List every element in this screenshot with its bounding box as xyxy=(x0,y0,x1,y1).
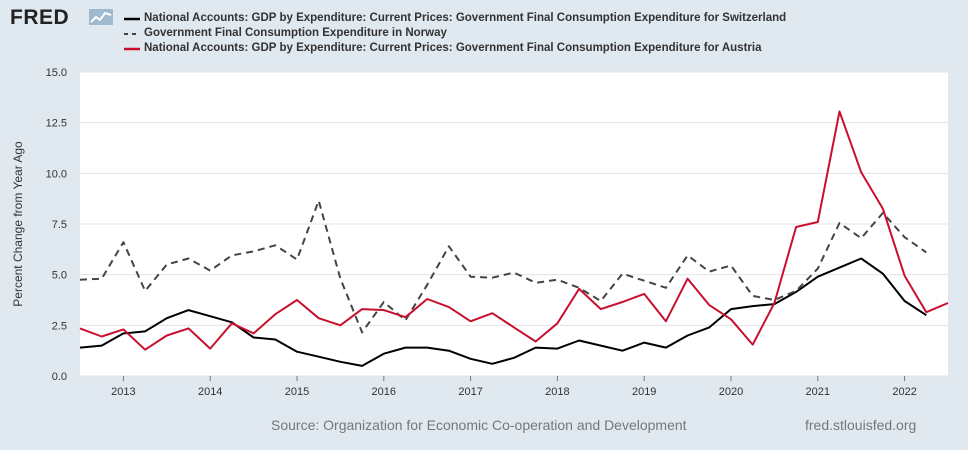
chart-legend: National Accounts: GDP by Expenditure: C… xyxy=(124,11,786,56)
y-tick-label: 7.5 xyxy=(52,219,67,231)
y-axis-label: Percent Change from Year Ago xyxy=(11,141,25,307)
y-axis-ticks: 0.0 2.5 5.0 7.5 10.0 12.5 15.0 xyxy=(46,67,67,383)
y-tick-label: 10.0 xyxy=(46,168,67,180)
y-tick-label: 15.0 xyxy=(46,67,67,79)
legend-item-norway[interactable]: Government Final Consumption Expenditure… xyxy=(124,26,786,41)
y-tick-label: 2.5 xyxy=(52,320,67,332)
fred-logo-graph-icon xyxy=(89,9,113,25)
legend-label-austria: National Accounts: GDP by Expenditure: C… xyxy=(144,42,762,54)
x-tick-label: 2015 xyxy=(285,386,309,398)
legend-item-austria[interactable]: National Accounts: GDP by Expenditure: C… xyxy=(124,41,786,56)
source-note: Source: Organization for Economic Co-ope… xyxy=(271,417,687,433)
x-axis-ticks: 2013 2014 2015 2016 2017 2018 2019 2020 2021 2022 xyxy=(111,376,917,398)
series-lines xyxy=(79,110,949,367)
fred-logo[interactable]: FRED xyxy=(10,6,70,29)
legend-swatch-switzerland xyxy=(124,17,140,21)
legend-item-switzerland[interactable]: National Accounts: GDP by Expenditure: C… xyxy=(124,11,786,26)
x-tick-label: 2020 xyxy=(719,386,743,398)
grid-lines xyxy=(80,71,948,377)
legend-label-switzerland: National Accounts: GDP by Expenditure: C… xyxy=(144,12,787,24)
legend-swatch-austria xyxy=(124,47,140,51)
site-link[interactable]: fred.stlouisfed.org xyxy=(805,417,917,433)
x-tick-label: 2022 xyxy=(892,386,916,398)
series-line-austria[interactable] xyxy=(79,110,949,351)
legend-label-norway: Government Final Consumption Expenditure… xyxy=(144,27,447,39)
legend-swatch-norway xyxy=(124,33,140,35)
y-tick-label: 0.0 xyxy=(52,371,67,383)
y-tick-label: 5.0 xyxy=(52,270,67,282)
x-tick-label: 2021 xyxy=(806,386,830,398)
x-tick-label: 2019 xyxy=(632,386,656,398)
x-tick-label: 2013 xyxy=(111,386,135,398)
x-tick-label: 2017 xyxy=(458,386,482,398)
x-tick-label: 2014 xyxy=(198,386,222,398)
x-tick-label: 2016 xyxy=(372,386,396,398)
x-tick-label: 2018 xyxy=(545,386,569,398)
series-line-switzerland[interactable] xyxy=(79,257,927,367)
y-tick-label: 12.5 xyxy=(46,118,67,130)
